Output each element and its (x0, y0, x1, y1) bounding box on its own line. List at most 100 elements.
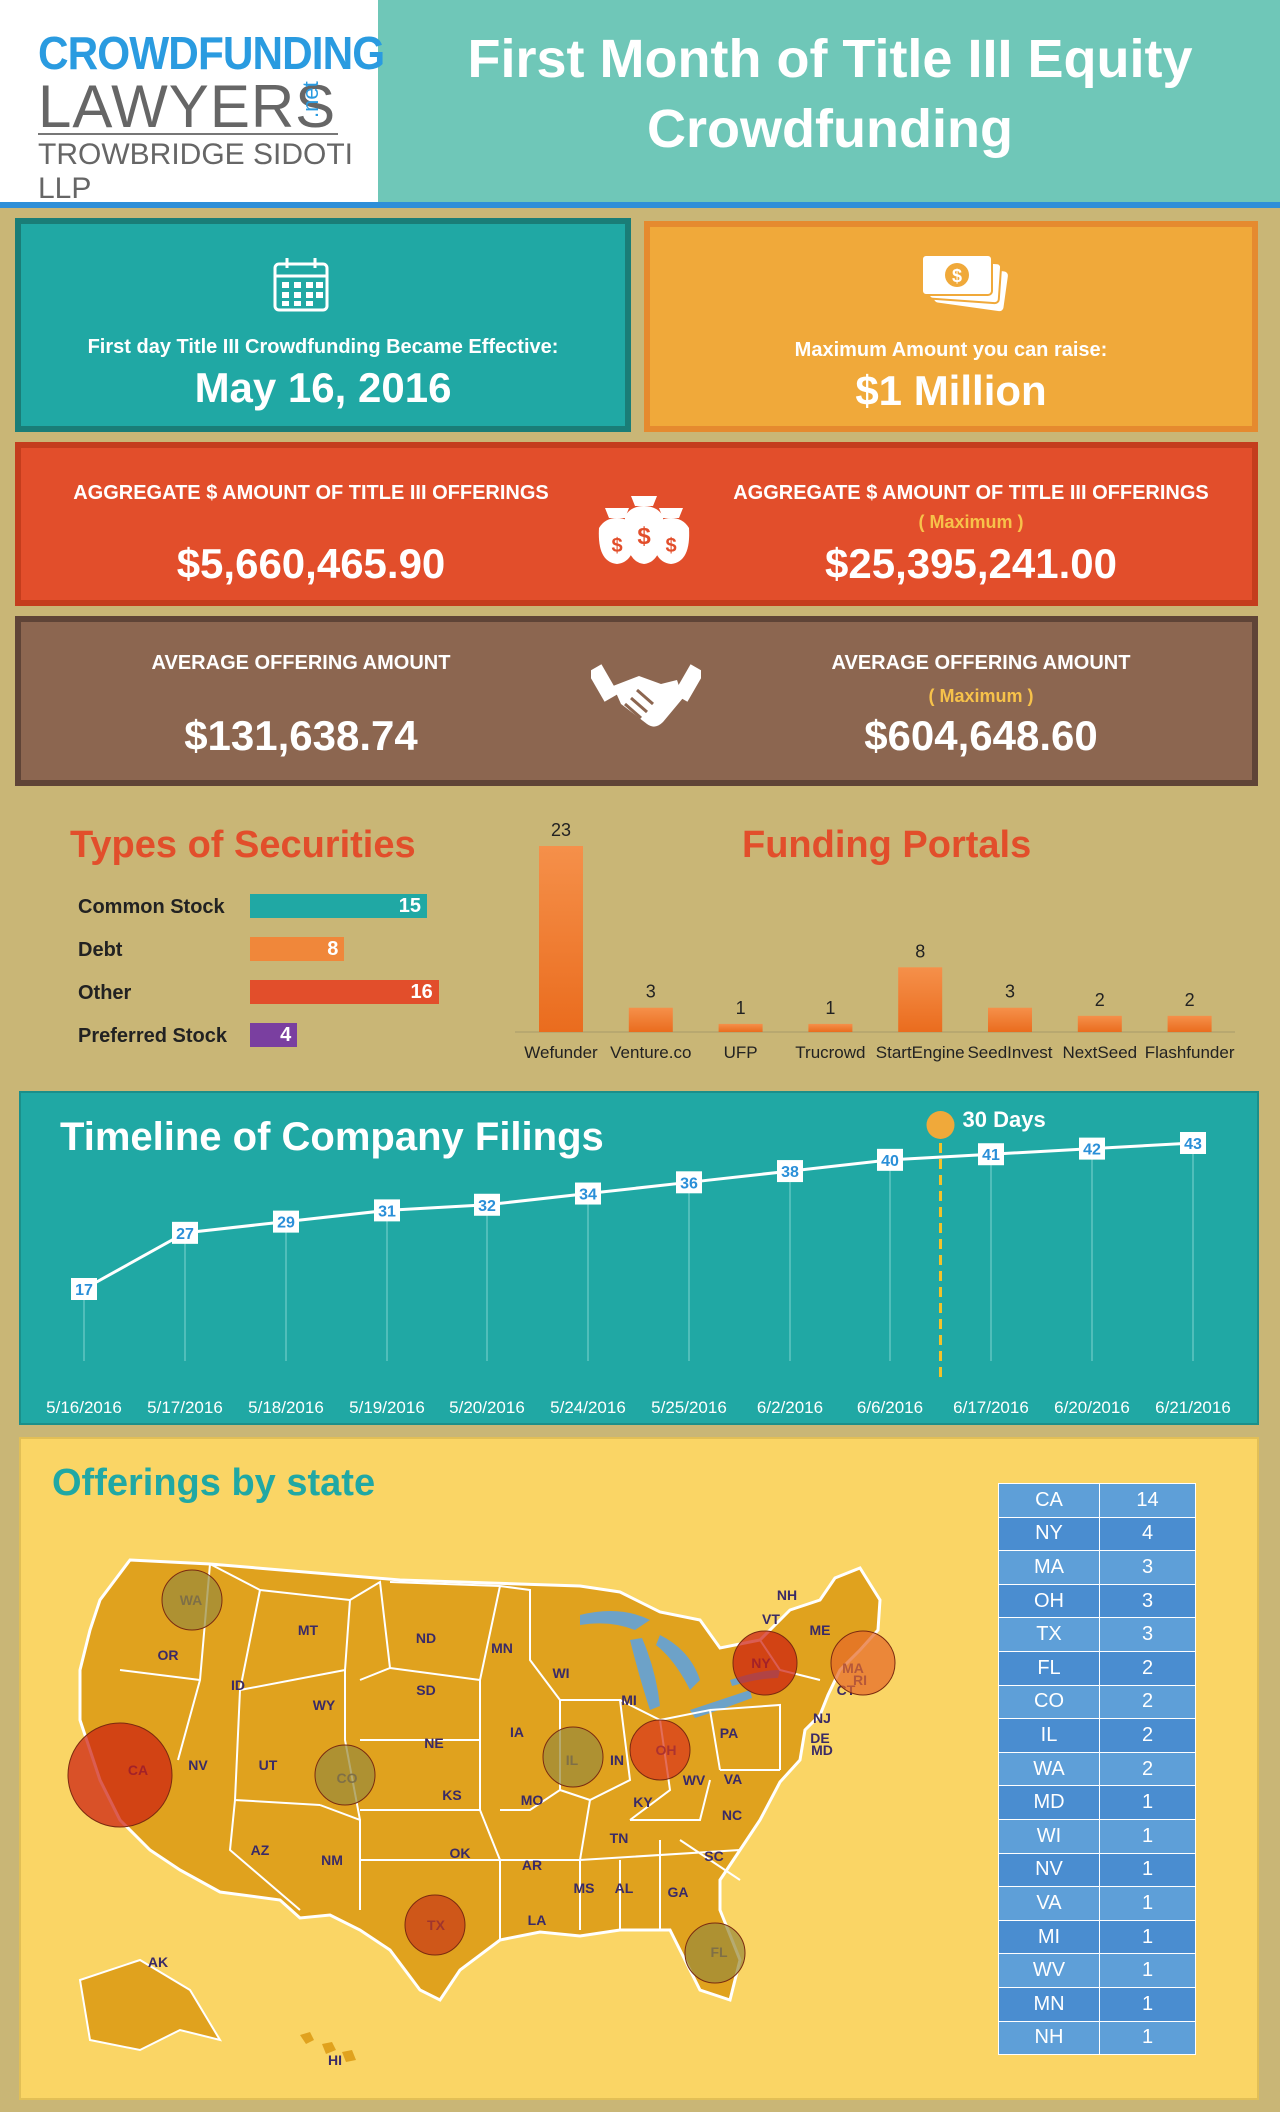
securities-chart-title: Types of Securities (70, 824, 416, 866)
state-label: TN (610, 1830, 629, 1846)
timeline-point (777, 1160, 803, 1183)
page-title: First Month of Title III Equity Crowdfun… (380, 24, 1280, 164)
aggregate-note-right: ( Maximum ) (918, 512, 1024, 532)
state-label: WY (313, 1697, 336, 1713)
state-table-state: NY (998, 1516, 1100, 1552)
state-label: MT (298, 1622, 319, 1638)
state-table-row: CO 2 (998, 1684, 1196, 1720)
securities-chart: Common Stock 15 Debt 8 Other 16 Preferred Stoc… (70, 894, 490, 1074)
logo-net: .net (298, 81, 323, 118)
securities-bar-value: 4 (280, 1024, 292, 1046)
timeline-point-value: 31 (378, 1203, 396, 1220)
state-table-count: 1 (1099, 1986, 1196, 2022)
portal-bar-value: 8 (915, 941, 925, 961)
portal-category-label: Flashfunder (1145, 1043, 1235, 1062)
portal-bar (628, 1007, 673, 1032)
portal-bar-value: 1 (736, 998, 746, 1018)
state-table-row: IL 2 (998, 1718, 1196, 1753)
state-label: VA (724, 1771, 742, 1787)
portal-bar-value: 3 (1005, 982, 1015, 1002)
state-bubble (404, 1894, 466, 1956)
state-bubble (830, 1630, 896, 1696)
timeline-panel (19, 1091, 1259, 1425)
timeline-point-value: 38 (781, 1164, 799, 1181)
timeline-point (71, 1278, 97, 1300)
state-label: OK (450, 1845, 471, 1861)
portal-bar (539, 846, 583, 1032)
svg-text:$: $ (665, 535, 676, 557)
state-table-count: 14 (1099, 1483, 1196, 1518)
state-table-row: MN 1 (998, 1986, 1196, 2022)
state-label: NV (188, 1757, 208, 1773)
state-bubble (67, 1722, 173, 1828)
svg-text:$: $ (611, 535, 622, 557)
state-table-state: NV (998, 1852, 1100, 1888)
aggregate-value-left: $5,660,465.90 (176, 540, 446, 587)
alaska-shape (78, 1958, 223, 2052)
state-label: KY (633, 1794, 653, 1810)
state-table-row: WV 1 (998, 1953, 1196, 1988)
timeline-line (83, 1141, 1194, 1291)
state-table-row: MA 3 (998, 1550, 1196, 1585)
timeline-date-label: 5/25/2016 (651, 1398, 727, 1417)
portal-bar (898, 967, 943, 1032)
state-table-state: MD (998, 1785, 1100, 1820)
aggregate-value-right: $25,395,241.00 (825, 540, 1117, 587)
timeline-point (676, 1171, 702, 1194)
hawaii-shape (300, 2032, 356, 2062)
state-table-state: MN (998, 1986, 1100, 2022)
timeline-point-value: 42 (1083, 1142, 1101, 1159)
timeline-date-label: 6/2/2016 (757, 1398, 823, 1417)
timeline-date-label: 5/24/2016 (550, 1398, 626, 1417)
timeline-point (474, 1193, 500, 1216)
state-table-row: WI 1 (998, 1818, 1196, 1854)
securities-bar (250, 894, 427, 918)
state-label: SC (704, 1848, 723, 1864)
svg-text:$: $ (637, 523, 651, 550)
timeline-point-value: 27 (176, 1226, 194, 1243)
timeline-point (172, 1221, 198, 1244)
state-label: ND (416, 1630, 436, 1646)
state-table-state: TX (998, 1617, 1100, 1652)
state-table-count: 1 (1099, 1953, 1196, 1988)
state-label: NH (777, 1587, 797, 1603)
state-table: CA 14 NY 4 MA 3 OH 3 TX 3 FL 2 CO 2 IL 2 WA 2 MD 1 WI 1 NV 1 VA 1… (998, 1483, 1196, 2056)
state-label: ID (231, 1677, 245, 1693)
state-label: MO (521, 1792, 544, 1808)
state-table-row: NY 4 (998, 1516, 1196, 1552)
state-bubble (314, 1744, 376, 1806)
logo: CROWDFUNDING LAWYERS .net TROWBRIDGE SID… (0, 0, 385, 205)
state-label: NC (722, 1807, 742, 1823)
state-bubble (629, 1719, 691, 1781)
timeline-point-value: 36 (680, 1175, 698, 1192)
securities-category-label: Preferred Stock (78, 1025, 227, 1047)
timeline-point-value: 32 (478, 1198, 496, 1215)
state-table-state: WA (998, 1751, 1100, 1787)
state-label: LA (528, 1912, 547, 1928)
effective-date-card: First day Title III Crowdfunding Became … (15, 218, 631, 432)
state-table-state: OH (998, 1583, 1100, 1619)
state-label: NJ (813, 1710, 831, 1726)
state-table-count: 1 (1099, 1852, 1196, 1888)
portals-chart-title: Funding Portals (742, 824, 1032, 866)
state-borders (119, 1563, 821, 1940)
securities-bar (250, 937, 345, 961)
state-table-count: 2 (1099, 1684, 1196, 1720)
state-label: MD (811, 1742, 833, 1758)
average-note-right: ( Maximum ) (928, 686, 1034, 706)
portal-bar-value: 3 (646, 982, 656, 1002)
portal-bar-value: 23 (551, 820, 571, 840)
aggregate-card: AGGREGATE $ AMOUNT OF TITLE III OFFERING… (15, 442, 1258, 606)
securities-category-label: Common Stock (78, 896, 225, 918)
state-bubble (161, 1569, 223, 1631)
timeline-date-label: 6/21/2016 (1155, 1398, 1231, 1417)
state-label: MN (491, 1640, 513, 1656)
state-table-state: MI (998, 1919, 1100, 1955)
thirty-days-marker-dot (926, 1111, 955, 1139)
state-label: NM (321, 1852, 343, 1868)
state-label: PA (720, 1725, 738, 1741)
timeline-chart-title: Timeline of Company Filings (60, 1115, 604, 1159)
timeline-date-label: 5/17/2016 (147, 1398, 223, 1417)
securities-bar-value: 8 (327, 938, 339, 960)
effective-date-value: May 16, 2016 (194, 364, 452, 411)
